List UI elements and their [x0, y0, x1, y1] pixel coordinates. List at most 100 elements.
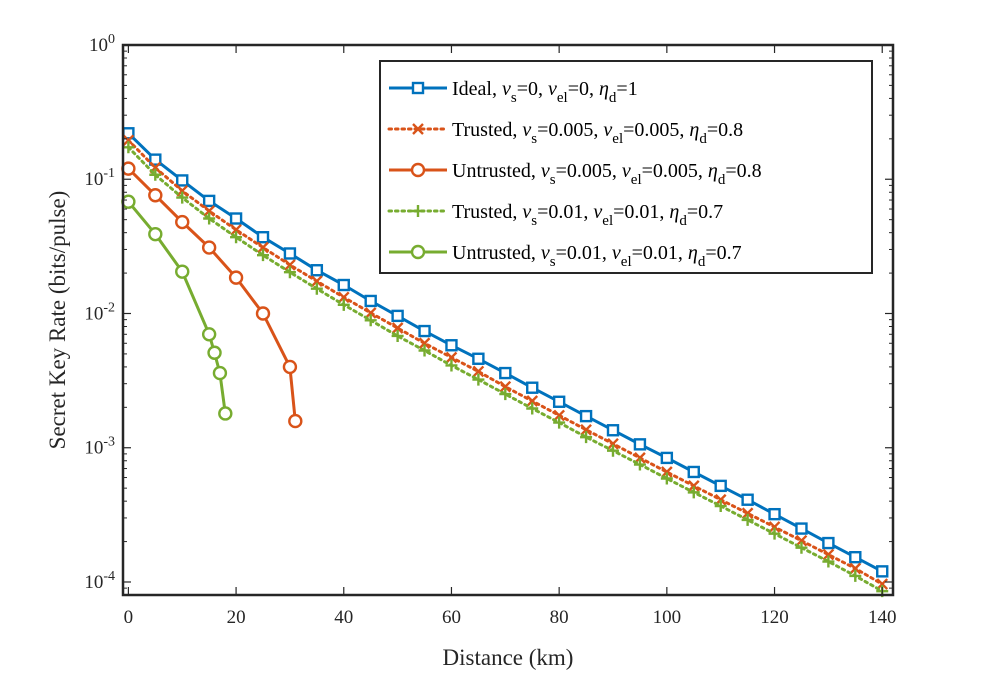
series-1-point	[472, 352, 485, 365]
series-4-point	[499, 388, 512, 401]
legend-marker-2	[412, 123, 424, 135]
series-2-point	[499, 380, 512, 393]
series-1-point	[741, 493, 754, 506]
series-2-point	[472, 365, 485, 378]
y-tick-label: 10-4	[84, 569, 115, 593]
series-1-point	[364, 294, 377, 308]
legend-label-3: Untrusted, νs=0.005, νel=0.005, ηd=0.8	[452, 160, 762, 188]
x-axis: 0 20 40 60 80 100 120 140	[124, 45, 897, 628]
legend-marker-4	[412, 205, 424, 217]
legend-label-4: Trusted, νs=0.01, νel=0.01, ηd=0.7	[452, 201, 723, 229]
series-1-point	[768, 507, 781, 521]
x-tick-label: 100	[653, 607, 682, 628]
series-4-point	[741, 513, 754, 526]
series-3	[121, 161, 303, 429]
series-4-point	[445, 359, 458, 372]
legend-label-5: Untrusted, νs=0.01, νel=0.01, ηd=0.7	[452, 242, 742, 270]
series-1-point	[310, 264, 324, 277]
series-4-point	[660, 472, 673, 485]
series-3-point	[148, 188, 163, 203]
series-2-point	[741, 507, 754, 520]
y-tick-label: 10-3	[84, 435, 115, 459]
series-2-point	[687, 480, 700, 492]
series-4-point	[633, 458, 646, 471]
series-2-point	[526, 395, 539, 407]
series-1-point	[552, 395, 566, 408]
series-2-point	[445, 351, 458, 364]
series-2-point	[122, 134, 135, 147]
y-tick-label: 10-2	[84, 300, 115, 324]
series-1-point	[176, 174, 189, 187]
series-4-point	[310, 282, 323, 295]
series-4-point	[149, 168, 162, 181]
x-tick-label: 120	[760, 607, 789, 628]
series-1-point	[633, 438, 647, 451]
series-1-point	[445, 339, 458, 352]
series-2-point	[310, 275, 323, 288]
series-1-point	[714, 479, 727, 493]
legend-label-1: Ideal, νs=0, νel=0, ηd=1	[452, 78, 638, 106]
series-2	[122, 134, 889, 590]
series-5-point	[207, 345, 222, 360]
series-4-point	[687, 486, 700, 499]
series-4-point	[849, 569, 862, 582]
legend-box	[379, 60, 873, 274]
series-4-point	[768, 527, 781, 540]
series-1-point	[202, 194, 216, 208]
legend-marker-1	[411, 81, 425, 95]
x-tick-label: 40	[334, 607, 353, 628]
series-4-point	[526, 402, 539, 415]
series-1-point	[606, 424, 620, 437]
series-4-point	[257, 249, 269, 262]
series-3-point	[228, 270, 244, 285]
series-1-point	[256, 231, 270, 244]
series-5-point	[201, 327, 217, 342]
series-4-point	[230, 231, 243, 244]
series-2-point	[418, 337, 431, 350]
series-4-point	[283, 266, 296, 279]
series-1-point	[660, 451, 674, 465]
series-5-point	[148, 226, 163, 242]
series-1-point	[391, 309, 404, 323]
series-3-point	[175, 214, 190, 230]
series-4-point	[822, 555, 835, 568]
series-2-point	[822, 548, 835, 561]
series-4-point	[553, 416, 566, 429]
series-1	[122, 127, 889, 578]
series-1-point	[849, 550, 862, 564]
x-axis-title: Distance (km)	[443, 645, 574, 670]
series-5-point	[212, 365, 228, 381]
series-1-point	[499, 366, 512, 380]
series-1-point	[229, 212, 243, 225]
series-2-point	[768, 521, 781, 533]
series-3-point	[288, 413, 303, 429]
series-2-point	[553, 409, 566, 422]
series-1-point	[795, 522, 808, 535]
series-4-point	[580, 431, 593, 444]
series-2-point	[203, 205, 216, 217]
series-2-point	[257, 241, 269, 254]
series-4-point	[714, 500, 727, 513]
series-4-point	[203, 212, 216, 225]
series-2-point	[364, 307, 377, 319]
series-2-point	[337, 291, 350, 304]
series-layer	[121, 127, 889, 598]
series-5-point	[218, 406, 233, 421]
series-3-point	[255, 306, 271, 321]
series-2-point	[176, 184, 189, 197]
series-4-point	[176, 191, 189, 204]
series-2-point	[607, 437, 619, 450]
x-tick-label: 140	[868, 607, 897, 628]
legend-marker-5	[410, 244, 426, 260]
y-tick-label: 10-1	[84, 166, 115, 190]
series-1-point	[337, 278, 350, 292]
series-2-point	[580, 423, 592, 436]
series-4-point	[391, 329, 404, 342]
series-4-point	[337, 298, 350, 311]
series-2-point	[795, 534, 808, 547]
y-axis: 10-4 10-3 10-2 10-1 100	[84, 32, 893, 596]
series-1-point	[418, 324, 431, 338]
x-tick-label: 20	[227, 607, 246, 628]
series-4-point	[364, 314, 377, 327]
